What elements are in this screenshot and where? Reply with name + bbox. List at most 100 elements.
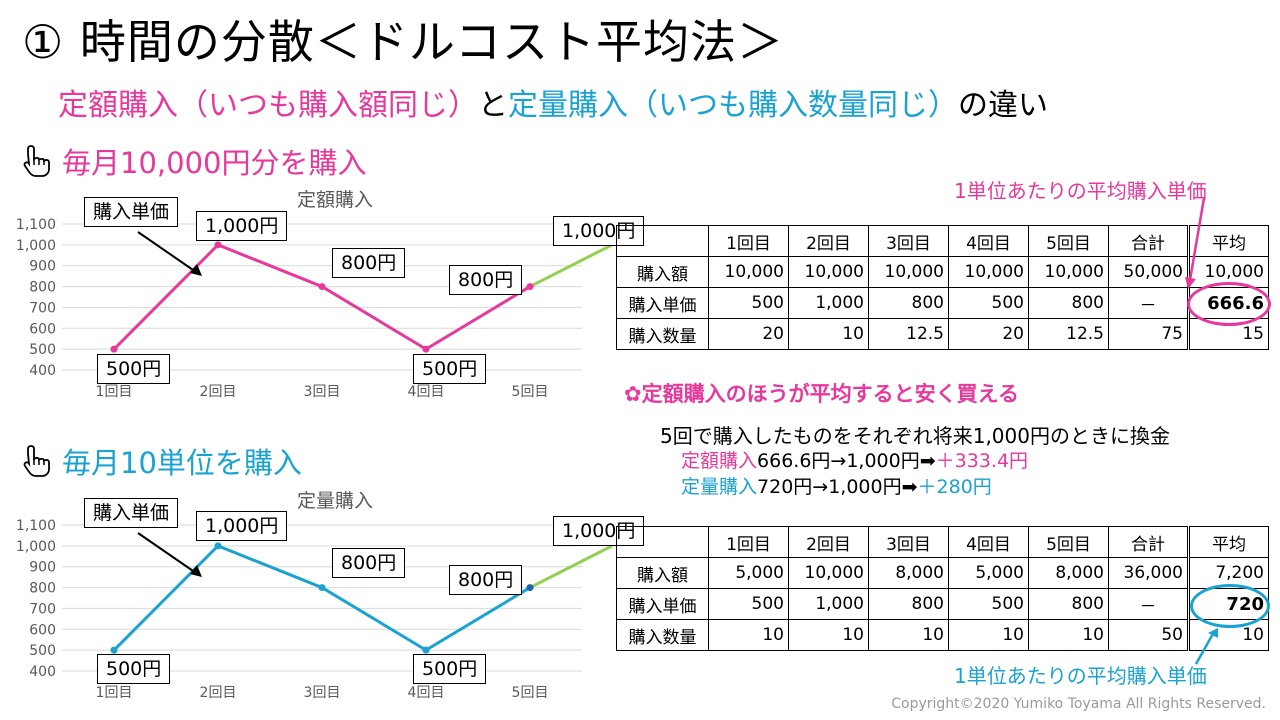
y-tick-label: 400 (29, 664, 56, 680)
table-cell: 10 (1187, 619, 1269, 651)
data-point (318, 584, 326, 592)
data-point (214, 241, 222, 249)
table-cell: 500 (708, 588, 789, 620)
fixed-amount-table: 1回目 2回目 3回目 4回目 5回目 合計 平均 購入額 10,000 10,000 10,000… (616, 225, 1269, 350)
table-row-label: 購入額 (616, 557, 709, 589)
section2-heading-text: 毎月10単位を購入 (62, 446, 302, 480)
table-cell: － (1108, 287, 1189, 319)
table-row: 購入額 10,000 10,000 10,000 10,000 10,000 50,000 1… (616, 256, 1269, 288)
y-tick-label: 500 (29, 342, 56, 358)
x-tick-label: 3回目 (304, 685, 341, 701)
table-header-cell: 4回目 (948, 526, 1029, 558)
table-header-cell: 1回目 (708, 225, 789, 257)
right-arrow-icon: ➡ (901, 476, 918, 498)
subtitle-fixed-quantity: 定量購入（いつも購入数量同じ） (508, 88, 958, 123)
callout-arrowhead (190, 264, 202, 276)
table-row-label: 購入数量 (616, 619, 709, 651)
table-cell: 10 (788, 619, 869, 651)
subtitle-and: と (478, 88, 508, 123)
table-header-cell: 3回目 (868, 225, 949, 257)
y-tick-label: 900 (29, 560, 56, 576)
table-cell: 20 (948, 318, 1029, 350)
page-title: ① 時間の分散＜ドルコスト平均法＞ (22, 15, 784, 69)
future-price-line (529, 243, 613, 288)
avg-label-arrow-2 (1194, 628, 1218, 665)
table-header-cell: 2回目 (788, 225, 869, 257)
table-cell: 12.5 (868, 318, 949, 350)
chart1-callout-3: 800円 (332, 248, 406, 278)
table-cell: 8,000 (1028, 557, 1109, 589)
table-header-cell: 平均 (1187, 526, 1269, 558)
data-point (110, 646, 118, 654)
avg-label-arrow-1 (1185, 197, 1206, 289)
fixed-quantity-table: 1回目 2回目 3回目 4回目 5回目 合計 平均 購入額 5,000 10,000 8,000 5,… (616, 526, 1269, 651)
table-cell: 666.6 (1187, 287, 1269, 319)
conclusion-text: ✿定額購入のほうが平均すると安く買える (624, 382, 1019, 406)
y-tick-label: 1,100 (16, 518, 56, 534)
table-header-cell: 1回目 (708, 526, 789, 558)
chart-title: 定額購入 (297, 189, 373, 211)
qty-result-calc: 720円→1,000円 (757, 476, 902, 498)
y-tick-label: 400 (29, 363, 56, 379)
data-point (422, 646, 430, 654)
y-tick-label: 600 (29, 321, 56, 337)
chart2-callout-5: 800円 (449, 565, 523, 595)
table-cell: 10,000 (708, 256, 789, 288)
y-tick-label: 700 (29, 300, 56, 316)
table-row-label: 購入数量 (616, 318, 709, 350)
section2-avg-label: 1単位あたりの平均購入単価 (954, 664, 1207, 688)
y-tick-label: 800 (29, 280, 56, 296)
y-tick-label: 700 (29, 601, 56, 617)
x-tick-label: 5回目 (512, 685, 549, 701)
table-cell: 10,000 (948, 256, 1029, 288)
table-row-label: 購入額 (616, 256, 709, 288)
table-cell: 20 (708, 318, 789, 350)
table-cell: 10 (868, 619, 949, 651)
chart1-callout-2: 1,000円 (196, 211, 288, 241)
fixed-result-calc: 666.6円→1,000円 (757, 450, 920, 472)
table-header-cell: 合計 (1108, 225, 1189, 257)
fixed-quantity-result: 定量購入720円→1,000円➡＋280円 (681, 472, 992, 499)
table-cell: 10,000 (868, 256, 949, 288)
y-tick-label: 900 (29, 259, 56, 275)
table-cell: 50 (1108, 619, 1189, 651)
table-cell: 800 (1028, 287, 1109, 319)
table-cell: 800 (868, 588, 949, 620)
table-row: 購入額 5,000 10,000 8,000 5,000 8,000 36,000 7,200 (616, 557, 1269, 589)
x-tick-label: 3回目 (304, 384, 341, 400)
future-price-line (529, 544, 613, 589)
table-cell: 10 (948, 619, 1029, 651)
table-cell: 10 (788, 318, 869, 350)
y-tick-label: 1,100 (16, 217, 56, 233)
table-cell: 10 (1028, 619, 1109, 651)
table-cell: 7,200 (1187, 557, 1269, 589)
chart2-callout-3: 800円 (332, 548, 406, 578)
table-cell: 5,000 (708, 557, 789, 589)
table-cell: 5,000 (948, 557, 1029, 589)
table-row-label: 購入単価 (616, 287, 709, 319)
table-cell: 36,000 (1108, 557, 1189, 589)
x-tick-label: 2回目 (200, 685, 237, 701)
section1-avg-label: 1単位あたりの平均購入単価 (954, 179, 1207, 203)
table-header-cell: 4回目 (948, 225, 1029, 257)
table-header-cell (616, 225, 709, 257)
x-tick-label: 1回目 (96, 685, 133, 701)
data-point (422, 345, 430, 353)
subtitle-difference: の違い (958, 88, 1048, 123)
chart1-callout-5: 800円 (449, 265, 523, 295)
data-point (526, 283, 534, 291)
callout-arrow (137, 231, 197, 273)
table-header-cell: 2回目 (788, 526, 869, 558)
table-cell: 15 (1187, 318, 1269, 350)
right-arrow-icon: ➡ (919, 450, 936, 472)
table-cell: 500 (948, 287, 1029, 319)
fixed-amount-result: 定額購入666.6円→1,000円➡＋333.4円 (681, 446, 1028, 473)
table-row-label: 購入単価 (616, 588, 709, 620)
y-tick-label: 800 (29, 581, 56, 597)
data-point (318, 283, 326, 291)
table-cell: 10 (708, 619, 789, 651)
table-cell: 800 (1028, 588, 1109, 620)
table-cell: 1,000 (788, 588, 869, 620)
subtitle-fixed-amount: 定額購入（いつも購入額同じ） (58, 88, 478, 123)
pointing-hand-icon (23, 145, 50, 177)
